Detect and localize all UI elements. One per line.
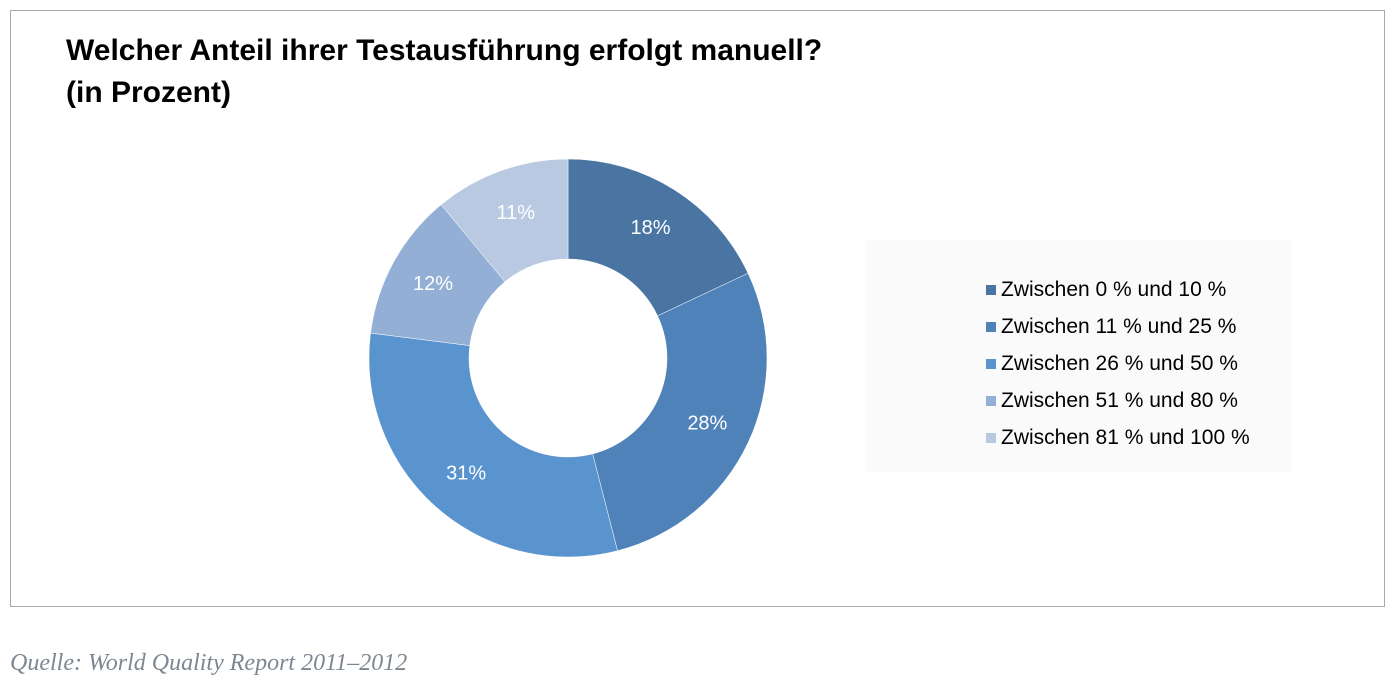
- donut-slice-1: [567, 158, 749, 317]
- legend-label-3: Zwischen 26 % und 50 %: [1001, 351, 1238, 375]
- legend-swatch-2: [986, 321, 996, 332]
- slice-data-label-4: 12%: [413, 273, 453, 295]
- legend-label-1: Zwischen 0 % und 10 %: [1001, 277, 1227, 301]
- slice-data-label-1: 18%: [631, 217, 671, 239]
- legend-label-5: Zwischen 81 % und 100 %: [1001, 425, 1250, 449]
- source-note: Quelle: World Quality Report 2011–2012: [10, 650, 408, 676]
- legend-swatch-1: [986, 284, 996, 295]
- legend-item-4: Zwischen 51 % und 80 %: [986, 382, 1250, 419]
- legend-swatch-3: [986, 358, 996, 369]
- donut-labels: 18% 28% 31% 12% 11%: [413, 202, 728, 484]
- legend-label-2: Zwischen 11 % und 25 %: [1001, 314, 1237, 338]
- slice-data-label-3: 31%: [446, 463, 486, 485]
- legend-background: [866, 240, 1292, 472]
- legend: Zwischen 0 % und 10 % Zwischen 11 % und 2…: [986, 271, 1250, 456]
- donut-slice-5: [440, 158, 569, 283]
- slice-data-label-5: 11%: [497, 202, 536, 224]
- chart-subtitle: (in Prozent): [66, 76, 231, 109]
- legend-item-1: Zwischen 0 % und 10 %: [986, 271, 1250, 308]
- legend-item-3: Zwischen 26 % und 50 %: [986, 345, 1250, 382]
- donut-slices: [368, 158, 768, 558]
- slice-data-label-2: 28%: [687, 413, 727, 435]
- legend-swatch-4: [986, 395, 996, 406]
- chart-title-block: Welcher Anteil ihrer Testausführung erfo…: [66, 30, 822, 114]
- legend-item-5: Zwischen 81 % und 100 %: [986, 419, 1250, 456]
- donut-slice-3: [368, 332, 618, 558]
- legend-label-4: Zwischen 51 % und 80 %: [1001, 388, 1238, 412]
- donut-slice-2: [592, 272, 768, 552]
- legend-swatch-5: [986, 432, 996, 443]
- legend-item-2: Zwischen 11 % und 25 %: [986, 308, 1250, 345]
- chart-title: Welcher Anteil ihrer Testausführung erfo…: [66, 34, 823, 67]
